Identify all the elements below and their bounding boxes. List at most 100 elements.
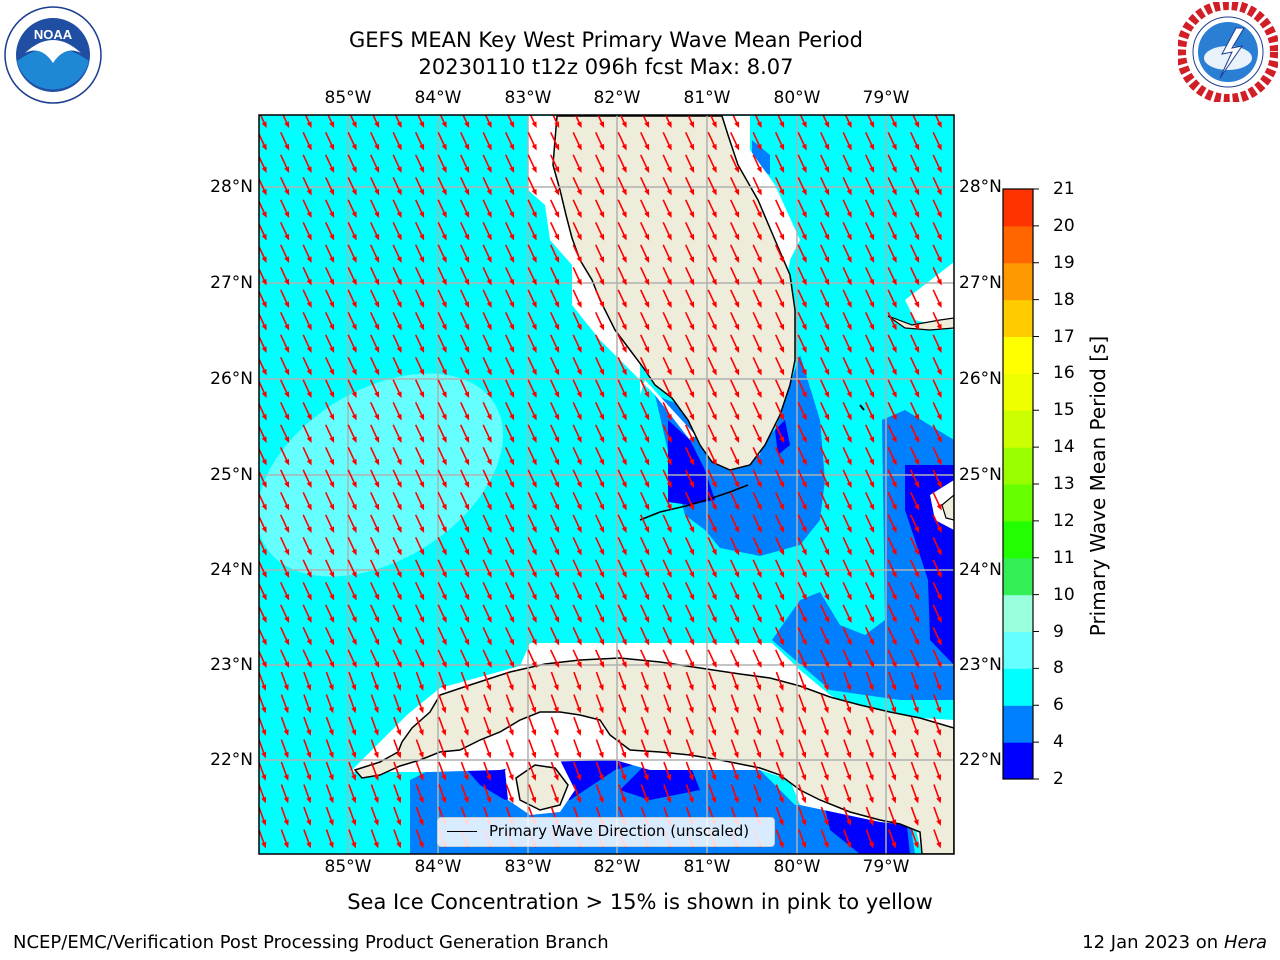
wave-arrow xyxy=(752,177,762,196)
wave-arrow xyxy=(414,267,425,286)
wave-arrow xyxy=(370,739,379,759)
wave-arrow xyxy=(392,582,402,601)
wave-arrow xyxy=(820,784,829,804)
wave-arrow xyxy=(864,424,875,443)
wave-arrow xyxy=(640,694,649,714)
wave-arrow xyxy=(594,177,605,196)
wave-arrow xyxy=(662,492,672,511)
wave-arrow xyxy=(909,222,920,241)
wave-arrow xyxy=(864,244,875,263)
wave-arrow xyxy=(864,447,875,466)
wave-arrow xyxy=(639,514,650,533)
wave-arrow xyxy=(707,627,717,646)
wave-arrow xyxy=(302,424,312,443)
wave-arrow xyxy=(414,604,425,623)
wave-arrow xyxy=(347,559,357,578)
wave-arrow xyxy=(887,154,897,173)
wave-arrow xyxy=(729,222,740,241)
wave-arrow xyxy=(370,761,379,781)
wave-arrow xyxy=(774,115,785,128)
wave-arrow xyxy=(842,334,852,353)
wave-arrow xyxy=(527,244,537,263)
wave-arrow xyxy=(819,115,830,128)
wave-arrow xyxy=(617,115,627,128)
wave-arrow xyxy=(639,334,650,353)
wave-arrow xyxy=(843,806,852,826)
nws-logo xyxy=(1178,2,1278,102)
wave-arrow xyxy=(798,671,807,691)
wave-arrow xyxy=(437,447,447,466)
wave-arrow xyxy=(303,671,312,691)
wave-arrow xyxy=(707,222,717,241)
wave-arrow xyxy=(684,222,695,241)
wave-arrow xyxy=(798,716,807,736)
wave-arrow xyxy=(549,199,560,218)
colorbar-segment xyxy=(1003,447,1033,485)
legend-line-swatch xyxy=(447,831,477,832)
wave-arrow xyxy=(303,784,312,804)
wave-arrow xyxy=(415,739,424,759)
wave-arrow xyxy=(932,244,942,263)
wave-arrow xyxy=(369,537,380,556)
wave-arrow xyxy=(482,132,492,151)
wave-arrow xyxy=(414,559,425,578)
wave-arrow xyxy=(752,357,762,376)
wave-arrow xyxy=(685,761,694,781)
wave-arrow xyxy=(324,115,335,128)
wave-arrow xyxy=(437,357,447,376)
legend-label: Primary Wave Direction (unscaled) xyxy=(489,822,750,840)
wave-arrow xyxy=(594,649,605,668)
wave-arrow xyxy=(797,177,807,196)
colorbar-segment xyxy=(1003,336,1033,374)
wave-arrow xyxy=(504,132,515,151)
wave-arrow xyxy=(820,829,829,849)
wave-arrow xyxy=(729,154,740,173)
wave-arrow xyxy=(820,716,829,736)
wave-arrow xyxy=(819,447,830,466)
wave-arrow xyxy=(932,604,942,623)
colorbar-tick-label: 16 xyxy=(1053,363,1075,384)
wave-arrow xyxy=(550,761,559,781)
wave-arrow xyxy=(324,267,335,286)
wave-arrow xyxy=(594,514,605,533)
wave-arrow xyxy=(932,199,942,218)
wave-arrow xyxy=(617,604,627,623)
wave-arrow xyxy=(932,334,942,353)
wave-arrow xyxy=(438,671,447,691)
wave-arrow xyxy=(730,716,739,736)
wave-arrow xyxy=(708,716,717,736)
wave-arrow xyxy=(662,199,672,218)
wave-arrow xyxy=(302,514,312,533)
wave-arrow xyxy=(369,222,380,241)
wave-arrow xyxy=(572,115,582,128)
wave-arrow xyxy=(887,379,897,398)
wave-arrow xyxy=(438,716,447,736)
wave-arrow xyxy=(482,492,492,511)
wave-arrow xyxy=(639,537,650,556)
wave-arrow xyxy=(302,469,312,488)
wave-arrow xyxy=(302,312,312,331)
wave-arrow xyxy=(932,492,942,511)
wave-arrow xyxy=(639,177,650,196)
wave-arrow xyxy=(482,222,492,241)
wave-arrow xyxy=(347,267,357,286)
wave-arrow xyxy=(729,244,740,263)
wave-arrow xyxy=(617,267,627,286)
wave-arrow xyxy=(324,379,335,398)
wave-arrow xyxy=(549,582,560,601)
wave-arrow xyxy=(797,267,807,286)
wave-arrow xyxy=(414,582,425,601)
wave-arrow xyxy=(774,357,785,376)
wave-arrow xyxy=(865,761,874,781)
wave-arrow xyxy=(684,334,695,353)
wave-arrow xyxy=(707,132,717,151)
wave-arrow xyxy=(279,447,290,466)
wave-arrow xyxy=(662,559,672,578)
wave-arrow xyxy=(797,424,807,443)
wave-arrow xyxy=(798,694,807,714)
wave-arrow xyxy=(729,334,740,353)
wave-arrow xyxy=(685,739,694,759)
wave-arrow xyxy=(708,671,717,691)
wave-arrow xyxy=(303,806,312,826)
wave-arrow xyxy=(324,492,335,511)
